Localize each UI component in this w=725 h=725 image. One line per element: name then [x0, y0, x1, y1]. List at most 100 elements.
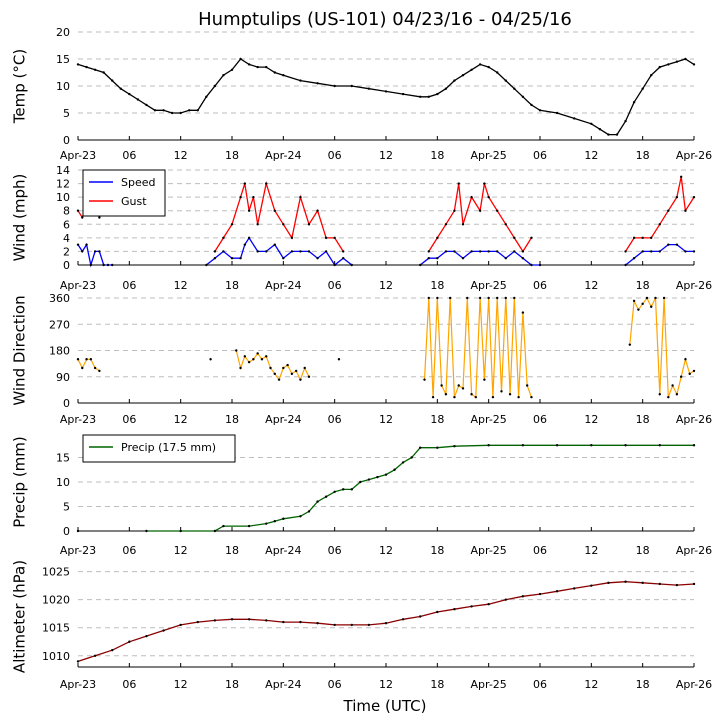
data-point [521, 444, 525, 447]
data-point [76, 209, 80, 212]
data-point [692, 369, 696, 373]
data-point [247, 236, 251, 240]
data-point [466, 296, 469, 300]
x-tick-label: 06 [533, 678, 547, 691]
data-point [496, 296, 499, 300]
data-point [342, 488, 345, 491]
series-line [77, 176, 695, 253]
data-point [230, 257, 234, 260]
data-point [106, 263, 110, 267]
data-point [530, 395, 533, 399]
data-point [573, 587, 576, 590]
data-point [290, 236, 294, 240]
data-point [303, 366, 306, 370]
panel-wind_direction: 0 90 180 270 360 Apr-23 06 12 18 Apr-24 06 12 18 Apr-… [11, 292, 713, 426]
data-point [282, 257, 285, 260]
data-point [256, 250, 259, 253]
y-tick-label: 12 [56, 178, 70, 191]
data-point [128, 92, 131, 96]
x-tick-label: 06 [122, 149, 136, 162]
data-point [555, 590, 559, 593]
data-point [453, 445, 456, 448]
legend-label: Precip (17.5 mm) [121, 441, 216, 454]
x-tick-label: 12 [584, 678, 598, 691]
data-point [294, 369, 298, 373]
data-point [76, 529, 80, 533]
data-point [436, 446, 439, 449]
data-point [684, 250, 687, 253]
data-point [487, 602, 490, 606]
data-point [513, 250, 516, 253]
series-line [77, 581, 695, 663]
data-point [384, 90, 388, 93]
x-tick-label: Apr-23 [60, 413, 96, 426]
data-point [81, 250, 84, 253]
data-point [453, 79, 456, 82]
data-point [162, 629, 165, 632]
data-point [76, 63, 80, 66]
x-tick-label: Apr-23 [60, 678, 96, 691]
data-point [316, 209, 319, 212]
data-point [573, 117, 576, 120]
data-point [684, 209, 687, 212]
data-point [222, 250, 225, 253]
y-axis-label: Temp (°C) [11, 49, 29, 124]
data-point [521, 311, 525, 314]
data-point [632, 299, 636, 303]
data-point [504, 223, 507, 226]
data-point [457, 384, 460, 387]
data-point [213, 619, 217, 622]
data-point [684, 358, 687, 361]
y-tick-label: 1015 [42, 622, 70, 635]
data-point [282, 620, 285, 624]
y-tick-label: 8 [63, 205, 70, 218]
data-point [307, 250, 311, 253]
data-point [102, 71, 105, 74]
x-tick-label: 18 [636, 279, 650, 292]
x-tick-label: 12 [584, 413, 598, 426]
data-point [427, 95, 430, 99]
y-tick-label: 10 [56, 80, 70, 93]
x-tick-label: 06 [122, 279, 136, 292]
data-point [641, 581, 644, 585]
panel-altimeter: 1010 1015 1020 1025 Apr-23 06 12 18 Apr-24 06 12 18… [11, 560, 713, 691]
data-point [453, 608, 456, 611]
y-tick-label: 5 [63, 107, 70, 120]
legend-label: Gust [121, 195, 147, 208]
x-tick-label: 06 [122, 413, 136, 426]
data-point [235, 349, 238, 352]
x-tick-label: 12 [174, 678, 188, 691]
x-tick-label: Apr-26 [676, 279, 712, 292]
x-tick-label: 18 [430, 544, 444, 557]
x-tick-label: 18 [430, 413, 444, 426]
x-tick-label: Apr-26 [676, 544, 712, 557]
data-point [213, 250, 217, 253]
data-point [692, 63, 696, 66]
data-point [496, 250, 499, 253]
data-point [641, 302, 644, 306]
legend: Speed Gust [82, 169, 166, 217]
data-point [496, 209, 499, 212]
data-point [324, 236, 328, 240]
data-point [658, 444, 661, 447]
data-point [162, 109, 165, 112]
x-tick-label: Apr-26 [676, 149, 712, 162]
data-point [423, 378, 426, 381]
data-point [692, 195, 696, 199]
data-point [179, 111, 182, 115]
data-point [89, 358, 93, 361]
data-point [624, 250, 627, 253]
data-point [538, 592, 542, 596]
data-point [282, 223, 285, 226]
data-point [470, 605, 473, 608]
data-point [530, 263, 533, 267]
y-tick-label: 5 [63, 501, 70, 514]
data-point [265, 250, 268, 253]
legend-box [82, 169, 166, 217]
data-point [93, 68, 97, 72]
series-altimeter [76, 580, 696, 663]
data-point [282, 74, 285, 77]
data-point [299, 79, 302, 82]
data-point [590, 584, 593, 587]
data-point [453, 209, 456, 212]
